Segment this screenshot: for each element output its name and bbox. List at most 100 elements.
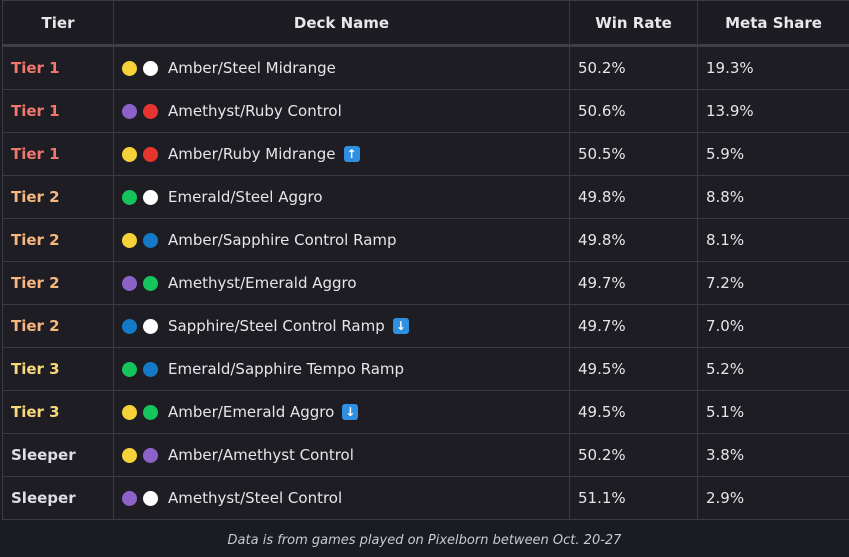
meta-share-cell: 2.9% xyxy=(697,476,849,520)
tier-cell: Tier 1 xyxy=(2,45,114,90)
win-rate-cell: 50.6% xyxy=(569,89,698,133)
meta-share-cell: 7.2% xyxy=(697,261,849,305)
header-tier[interactable]: Tier xyxy=(2,0,114,47)
deck-cell: Emerald/Steel Aggro xyxy=(113,175,570,219)
win-rate-cell: 49.8% xyxy=(569,175,698,219)
ink-color-dot-icon xyxy=(143,189,158,205)
deck-name[interactable]: Amber/Emerald Aggro xyxy=(168,403,335,421)
ink-color-dot-icon xyxy=(143,490,158,506)
header-deck-name[interactable]: Deck Name xyxy=(113,0,570,47)
ink-color-dot-icon xyxy=(122,447,137,463)
win-rate-cell: 50.5% xyxy=(569,132,698,176)
deck-info: Amber/Sapphire Control Ramp xyxy=(122,231,561,249)
win-rate-cell: 49.5% xyxy=(569,347,698,391)
tier-cell: Sleeper xyxy=(2,433,114,477)
deck-name[interactable]: Amethyst/Emerald Aggro xyxy=(168,274,357,292)
tier-cell: Tier 2 xyxy=(2,175,114,219)
meta-share-cell: 19.3% xyxy=(697,45,849,90)
table-row[interactable]: Sleeper Amber/Amethyst Control 50.2% 3.8% xyxy=(2,433,849,477)
ink-color-dot-icon xyxy=(122,275,137,291)
ink-color-dot-icon xyxy=(122,490,137,506)
deck-info: Emerald/Sapphire Tempo Ramp xyxy=(122,360,561,378)
deck-name[interactable]: Amber/Steel Midrange xyxy=(168,59,336,77)
meta-share-cell: 3.8% xyxy=(697,433,849,477)
tier-cell: Tier 1 xyxy=(2,89,114,133)
ink-color-dot-icon xyxy=(143,232,158,248)
tier-cell: Tier 2 xyxy=(2,261,114,305)
tier-cell: Tier 3 xyxy=(2,347,114,391)
deck-info: Amber/Steel Midrange xyxy=(122,59,561,77)
meta-share-cell: 8.1% xyxy=(697,218,849,262)
ink-color-dot-icon xyxy=(143,275,158,291)
table-row[interactable]: Tier 2 Amethyst/Emerald Aggro 49.7% 7.2% xyxy=(2,261,849,305)
meta-share-cell: 7.0% xyxy=(697,304,849,348)
win-rate-cell: 50.2% xyxy=(569,433,698,477)
table-row[interactable]: Tier 1 Amethyst/Ruby Control 50.6% 13.9% xyxy=(2,89,849,133)
deck-name[interactable]: Emerald/Sapphire Tempo Ramp xyxy=(168,360,405,378)
ink-color-dot-icon xyxy=(122,103,137,119)
table-row[interactable]: Sleeper Amethyst/Steel Control 51.1% 2.9% xyxy=(2,476,849,520)
table-row[interactable]: Tier 2 Amber/Sapphire Control Ramp 49.8% 8.… xyxy=(2,218,849,262)
win-rate-cell: 49.7% xyxy=(569,261,698,305)
ink-color-dot-icon xyxy=(122,146,137,162)
header-meta-share[interactable]: Meta Share xyxy=(697,0,849,47)
deck-cell: Amber/Steel Midrange xyxy=(113,45,570,90)
win-rate-cell: 49.5% xyxy=(569,390,698,434)
header-win-rate[interactable]: Win Rate xyxy=(569,0,698,47)
deck-info: Amber/Amethyst Control xyxy=(122,446,561,464)
deck-name[interactable]: Emerald/Steel Aggro xyxy=(168,188,323,206)
tier-cell: Sleeper xyxy=(2,476,114,520)
ink-color-dot-icon xyxy=(122,60,137,76)
tier-cell: Tier 3 xyxy=(2,390,114,434)
meta-share-cell: 5.1% xyxy=(697,390,849,434)
deck-name[interactable]: Amethyst/Ruby Control xyxy=(168,102,342,120)
table-row[interactable]: Tier 2 Emerald/Steel Aggro 49.8% 8.8% xyxy=(2,175,849,219)
deck-name[interactable]: Amber/Sapphire Control Ramp xyxy=(168,231,397,249)
ink-color-dot-icon xyxy=(143,361,158,377)
deck-info: Amber/Emerald Aggro ↓ xyxy=(122,403,561,421)
ink-color-dot-icon xyxy=(122,404,137,420)
win-rate-cell: 50.2% xyxy=(569,45,698,90)
ink-color-dot-icon xyxy=(143,60,158,76)
meta-share-cell: 8.8% xyxy=(697,175,849,219)
arrow-down-icon: ↓ xyxy=(342,404,359,420)
tier-cell: Tier 2 xyxy=(2,218,114,262)
arrow-up-icon: ↑ xyxy=(343,146,360,162)
ink-color-dot-icon xyxy=(143,447,158,463)
ink-color-dot-icon xyxy=(122,232,137,248)
tier-cell: Tier 1 xyxy=(2,132,114,176)
ink-color-dot-icon xyxy=(122,361,137,377)
deck-info: Amber/Ruby Midrange ↑ xyxy=(122,145,561,163)
table-row[interactable]: Tier 1 Amber/Steel Midrange 50.2% 19.3% xyxy=(2,45,849,90)
deck-name[interactable]: Amber/Ruby Midrange xyxy=(168,145,336,163)
table-row[interactable]: Tier 3 Emerald/Sapphire Tempo Ramp 49.5% 5.… xyxy=(2,347,849,391)
ink-color-dot-icon xyxy=(143,404,158,420)
deck-cell: Amber/Emerald Aggro ↓ xyxy=(113,390,570,434)
win-rate-cell: 49.7% xyxy=(569,304,698,348)
ink-color-dot-icon xyxy=(143,103,158,119)
deck-cell: Amber/Sapphire Control Ramp xyxy=(113,218,570,262)
deck-name[interactable]: Sapphire/Steel Control Ramp xyxy=(168,317,385,335)
table-row[interactable]: Tier 2 Sapphire/Steel Control Ramp ↓ 49.7% 7… xyxy=(2,304,849,348)
deck-name[interactable]: Amber/Amethyst Control xyxy=(168,446,354,464)
meta-share-cell: 5.9% xyxy=(697,132,849,176)
deck-info: Amethyst/Emerald Aggro xyxy=(122,274,561,292)
deck-cell: Emerald/Sapphire Tempo Ramp xyxy=(113,347,570,391)
deck-name[interactable]: Amethyst/Steel Control xyxy=(168,489,343,507)
meta-share-cell: 5.2% xyxy=(697,347,849,391)
deck-info: Emerald/Steel Aggro xyxy=(122,188,561,206)
arrow-down-icon: ↓ xyxy=(392,318,409,334)
header-row: Tier Deck Name Win Rate Meta Share xyxy=(2,0,849,47)
table-body: Tier 1 Amber/Steel Midrange 50.2% 19.3% Tier… xyxy=(2,45,849,520)
table-row[interactable]: Tier 3 Amber/Emerald Aggro ↓ 49.5% 5.1% xyxy=(2,390,849,434)
deck-info: Amethyst/Ruby Control xyxy=(122,102,561,120)
ink-color-dot-icon xyxy=(122,189,137,205)
meta-share-cell: 13.9% xyxy=(697,89,849,133)
deck-cell: Amber/Amethyst Control xyxy=(113,433,570,477)
table-row[interactable]: Tier 1 Amber/Ruby Midrange ↑ 50.5% 5.9% xyxy=(2,132,849,176)
win-rate-cell: 51.1% xyxy=(569,476,698,520)
ink-color-dot-icon xyxy=(143,146,158,162)
deck-info: Amethyst/Steel Control xyxy=(122,489,561,507)
ink-color-dot-icon xyxy=(143,318,158,334)
deck-cell: Amethyst/Ruby Control xyxy=(113,89,570,133)
